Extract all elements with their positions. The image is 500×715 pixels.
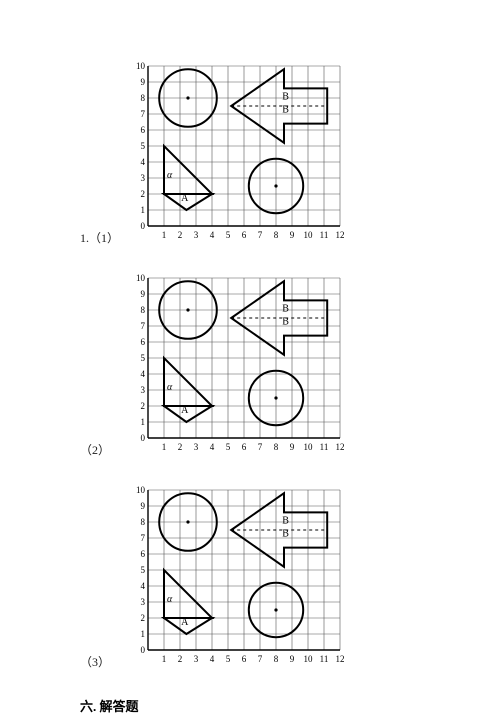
svg-text:4: 4 [141, 581, 146, 591]
svg-text:8: 8 [274, 654, 279, 664]
grid-chart-3: 012345678910123456789101112ABBα [128, 484, 346, 672]
svg-text:3: 3 [194, 654, 199, 664]
svg-text:11: 11 [320, 230, 329, 240]
svg-text:7: 7 [141, 533, 146, 543]
svg-text:7: 7 [141, 321, 146, 331]
figure-row-3: （3） 012345678910123456789101112ABBα [80, 484, 500, 672]
svg-text:6: 6 [141, 549, 146, 559]
svg-text:A: A [181, 193, 189, 204]
svg-text:1: 1 [162, 442, 167, 452]
svg-text:11: 11 [320, 442, 329, 452]
svg-text:0: 0 [141, 433, 146, 443]
svg-text:4: 4 [141, 157, 146, 167]
svg-text:2: 2 [178, 654, 183, 664]
svg-text:5: 5 [226, 442, 231, 452]
svg-text:9: 9 [290, 230, 295, 240]
svg-text:8: 8 [274, 230, 279, 240]
svg-text:α: α [167, 382, 173, 393]
svg-text:2: 2 [178, 230, 183, 240]
svg-text:3: 3 [141, 173, 146, 183]
svg-text:7: 7 [258, 654, 263, 664]
svg-text:5: 5 [226, 654, 231, 664]
svg-text:8: 8 [141, 93, 146, 103]
svg-text:8: 8 [141, 517, 146, 527]
svg-text:B: B [282, 316, 289, 327]
svg-text:1: 1 [162, 230, 167, 240]
svg-text:B: B [282, 528, 289, 539]
figure-label-3: （3） [80, 653, 128, 672]
svg-text:A: A [181, 617, 189, 628]
svg-text:7: 7 [258, 442, 263, 452]
svg-text:4: 4 [210, 230, 215, 240]
svg-text:2: 2 [178, 442, 183, 452]
svg-text:2: 2 [141, 401, 146, 411]
svg-text:11: 11 [320, 654, 329, 664]
figure-label-1: 1.（1） [80, 229, 128, 248]
svg-text:6: 6 [141, 337, 146, 347]
svg-text:1: 1 [141, 205, 146, 215]
figure-row-1: 1.（1） 012345678910123456789101112ABBα [80, 60, 500, 248]
svg-text:5: 5 [226, 230, 231, 240]
svg-text:1: 1 [162, 654, 167, 664]
svg-text:9: 9 [290, 442, 295, 452]
svg-text:5: 5 [141, 565, 146, 575]
svg-text:0: 0 [141, 645, 146, 655]
grid-chart-2: 012345678910123456789101112ABBα [128, 272, 346, 460]
svg-text:4: 4 [210, 654, 215, 664]
svg-text:B: B [282, 516, 289, 527]
page-root: 1.（1） 012345678910123456789101112ABBα （2… [0, 0, 500, 715]
svg-text:10: 10 [136, 61, 146, 71]
svg-text:7: 7 [258, 230, 263, 240]
svg-text:9: 9 [141, 501, 146, 511]
svg-text:B: B [282, 104, 289, 115]
grid-chart-1: 012345678910123456789101112ABBα [128, 60, 346, 248]
svg-text:7: 7 [141, 109, 146, 119]
svg-text:12: 12 [336, 654, 345, 664]
svg-text:9: 9 [141, 77, 146, 87]
svg-text:12: 12 [336, 442, 345, 452]
svg-text:6: 6 [141, 125, 146, 135]
svg-text:1: 1 [141, 629, 146, 639]
figure-label-2: （2） [80, 441, 128, 460]
svg-text:10: 10 [304, 442, 314, 452]
svg-text:A: A [181, 405, 189, 416]
svg-text:0: 0 [141, 221, 146, 231]
svg-text:α: α [167, 170, 173, 181]
svg-text:9: 9 [141, 289, 146, 299]
svg-text:8: 8 [274, 442, 279, 452]
svg-text:3: 3 [194, 230, 199, 240]
svg-text:2: 2 [141, 613, 146, 623]
svg-text:12: 12 [336, 230, 345, 240]
svg-text:5: 5 [141, 353, 146, 363]
svg-text:5: 5 [141, 141, 146, 151]
svg-text:10: 10 [136, 485, 146, 495]
svg-text:10: 10 [136, 273, 146, 283]
svg-text:1: 1 [141, 417, 146, 427]
svg-text:8: 8 [141, 305, 146, 315]
figure-row-2: （2） 012345678910123456789101112ABBα [80, 272, 500, 460]
svg-text:B: B [282, 304, 289, 315]
svg-text:6: 6 [242, 230, 247, 240]
svg-text:3: 3 [141, 385, 146, 395]
svg-text:3: 3 [141, 597, 146, 607]
svg-text:6: 6 [242, 654, 247, 664]
svg-text:6: 6 [242, 442, 247, 452]
svg-text:2: 2 [141, 189, 146, 199]
svg-text:10: 10 [304, 230, 314, 240]
svg-text:4: 4 [210, 442, 215, 452]
svg-text:α: α [167, 594, 173, 605]
svg-text:10: 10 [304, 654, 314, 664]
svg-text:4: 4 [141, 369, 146, 379]
svg-text:3: 3 [194, 442, 199, 452]
svg-text:B: B [282, 92, 289, 103]
svg-text:9: 9 [290, 654, 295, 664]
section-heading: 六. 解答题 [80, 696, 500, 715]
